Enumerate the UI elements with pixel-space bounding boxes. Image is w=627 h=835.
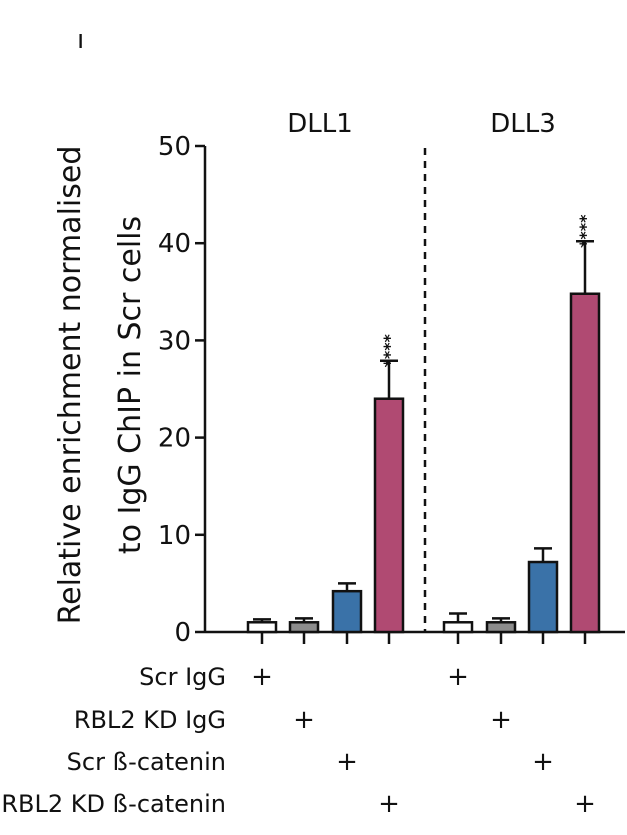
condition-label: RBL2 KD IgG — [74, 706, 226, 734]
bar — [485, 621, 517, 634]
condition-plus-mark: + — [378, 789, 400, 819]
bars: **** **** — [246, 214, 601, 634]
bar — [373, 397, 405, 634]
y-axis: 0 10 20 30 40 50 — [158, 132, 207, 648]
condition-plus-mark: + — [532, 747, 554, 777]
condition-label: RBL2 KD ß-catenin — [1, 790, 226, 818]
bar — [331, 589, 363, 634]
y-tick-label: 40 — [158, 229, 191, 259]
bar — [442, 621, 474, 634]
bar — [246, 621, 278, 634]
x-axis — [205, 630, 625, 644]
y-tick-label: 0 — [174, 618, 191, 648]
bar — [569, 292, 601, 634]
bar — [288, 621, 320, 634]
bar — [527, 560, 559, 634]
condition-label: Scr ß-catenin — [67, 748, 226, 776]
stray-mark: ı — [77, 25, 84, 55]
y-tick-label: 20 — [158, 424, 191, 454]
condition-plus-mark: + — [336, 747, 358, 777]
y-tick-label: 30 — [158, 326, 191, 356]
condition-plus-mark: + — [490, 705, 512, 735]
y-axis-label-line: Relative enrichment normalised — [53, 146, 88, 625]
group-labels: DLL1 DLL3 — [287, 109, 556, 139]
condition-table: Scr IgG + + RBL2 KD IgG + + Scr ß-catenin + + RBL… — [1, 662, 596, 819]
condition-plus-mark: + — [574, 789, 596, 819]
y-tick-label: 50 — [158, 132, 191, 162]
condition-plus-mark: + — [293, 705, 315, 735]
group-label: DLL1 — [287, 109, 353, 139]
significance-label: **** — [576, 214, 595, 248]
condition-plus-mark: + — [251, 662, 273, 692]
y-axis-label-line: to IgG ChIP in Scr cells — [113, 216, 148, 554]
group-label: DLL3 — [490, 109, 556, 139]
y-axis-label: Relative enrichment normalised to IgG ChI… — [53, 146, 148, 625]
condition-label: Scr IgG — [139, 663, 226, 691]
significance-label: **** — [380, 333, 399, 367]
y-tick-label: 10 — [158, 521, 191, 551]
condition-plus-mark: + — [447, 662, 469, 692]
